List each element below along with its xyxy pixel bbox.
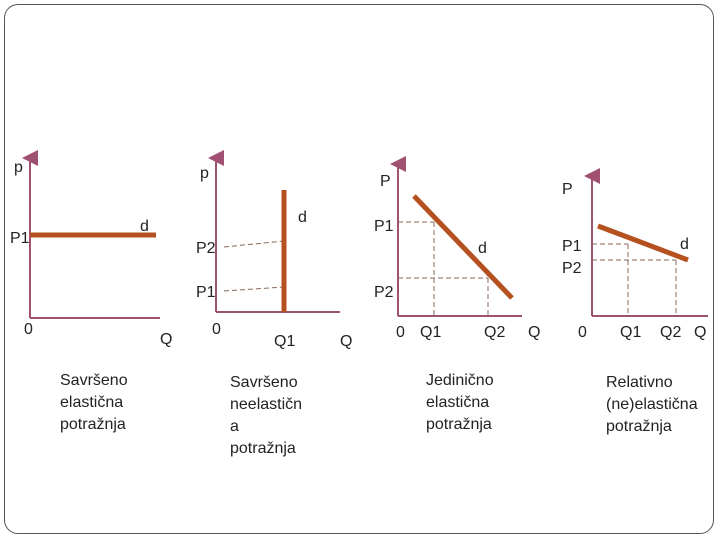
quantity-label-q1: Q1 [620,324,641,341]
demand-curve [412,194,514,300]
demand-label: d [140,218,149,235]
price-label-p1: P1 [196,284,216,301]
guide-p2 [223,240,285,248]
quantity-axis-label: Q [528,324,540,341]
origin-label: 0 [24,321,33,338]
price-axis-label: P [562,181,573,198]
quantity-axis-label: Q [340,333,352,350]
price-label-p2: P2 [196,240,216,257]
quantity-label-q2: Q2 [484,324,505,341]
origin-label: 0 [396,324,405,341]
origin-label: 0 [212,321,221,338]
caption-perfectly-inelastic: Savršeno neelastičn a potražnja [230,374,303,457]
quantity-axis-label: Q [160,331,172,348]
panel-perfectly-inelastic: p d P2 P1 0 Q1 Q [196,150,352,350]
price-axis-label: p [14,159,23,176]
quantity-label-q2: Q2 [660,324,681,341]
quantity-label-q1: Q1 [274,333,295,350]
price-axis-label: P [380,173,391,190]
panel-relatively-inelastic: P P1 d P2 0 Q1 Q2 Q [562,168,708,341]
quantity-label-q1: Q1 [420,324,441,341]
demand-curve [597,223,689,263]
price-label-p2: P2 [374,284,394,301]
panel-unit-elastic: P P1 d P2 0 Q1 Q2 Q [374,156,540,341]
quantity-axis-label: Q [694,324,706,341]
origin-label: 0 [578,324,587,341]
caption-perfectly-elastic: Savršeno elastična potražnja [60,372,128,433]
caption-relatively-inelastic: Relativno (ne)elastična potražnja [606,374,698,435]
price-axis-label: p [200,165,209,182]
price-label-p1: P1 [10,230,30,247]
demand-label: d [298,209,307,226]
price-label-p2: P2 [562,260,582,277]
price-label-p1: P1 [562,238,582,255]
caption-unit-elastic: Jedinično elastična potražnja [426,372,494,433]
guide-p1 [223,286,285,292]
demand-label: d [680,236,689,253]
demand-label: d [478,240,487,257]
slide-frame [4,4,714,534]
price-label-p1: P1 [374,218,394,235]
panel-perfectly-elastic: p P1 d 0 Q [10,150,172,348]
